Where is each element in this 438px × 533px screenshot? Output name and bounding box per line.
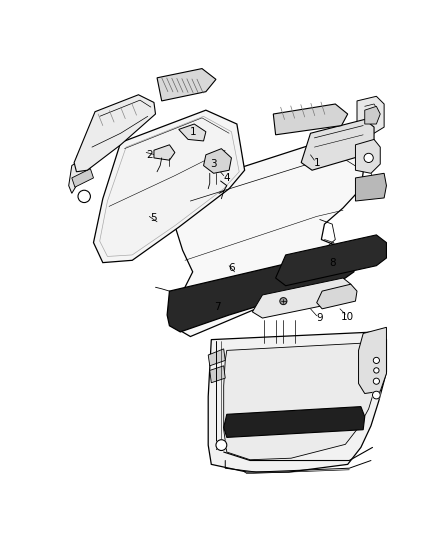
Circle shape [78,190,90,203]
Polygon shape [357,96,384,133]
Circle shape [216,440,227,450]
Polygon shape [179,124,206,141]
Polygon shape [224,343,376,460]
Polygon shape [69,135,110,193]
Polygon shape [241,287,264,306]
Polygon shape [359,327,386,393]
Polygon shape [356,140,380,173]
Polygon shape [157,69,216,101]
Polygon shape [77,147,98,166]
Polygon shape [208,349,225,366]
Polygon shape [167,251,356,332]
Circle shape [364,154,373,163]
Polygon shape [252,278,351,318]
Polygon shape [273,104,348,135]
Text: 1: 1 [189,127,196,137]
Polygon shape [356,173,386,201]
Polygon shape [210,366,225,383]
Text: 3: 3 [210,159,217,169]
Text: 6: 6 [228,263,235,273]
Polygon shape [175,142,365,336]
Polygon shape [204,149,231,173]
Circle shape [373,378,379,384]
Text: 4: 4 [223,173,230,183]
Polygon shape [72,168,93,187]
Polygon shape [365,106,380,124]
Circle shape [374,368,379,373]
Polygon shape [93,110,245,263]
Text: 8: 8 [329,257,336,268]
Circle shape [280,297,287,304]
Text: 1: 1 [313,158,320,167]
Polygon shape [317,284,357,309]
Circle shape [372,391,380,399]
Text: 7: 7 [214,302,221,311]
Text: 10: 10 [341,311,354,321]
Polygon shape [301,119,374,170]
Polygon shape [154,145,175,160]
Polygon shape [100,116,239,256]
Text: 2: 2 [146,150,152,160]
Text: 9: 9 [317,313,323,323]
Polygon shape [276,235,386,286]
Polygon shape [224,407,365,438]
Polygon shape [74,95,155,172]
Circle shape [373,357,379,364]
Text: 5: 5 [151,213,157,223]
Polygon shape [208,332,386,472]
